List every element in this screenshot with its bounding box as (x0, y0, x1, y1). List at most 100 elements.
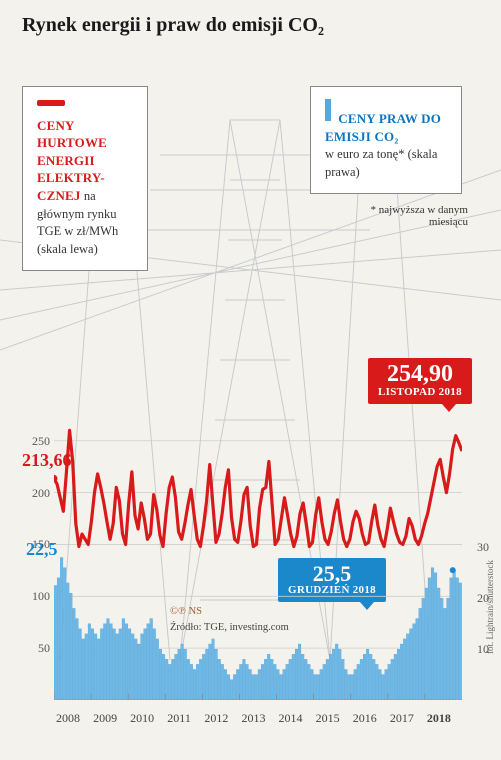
price-line (54, 430, 462, 546)
bar (165, 659, 168, 700)
bar (292, 654, 295, 700)
bar (329, 654, 332, 700)
bar (354, 669, 357, 700)
ytick-left: 100 (22, 589, 50, 604)
bar (270, 659, 273, 700)
ytick-left: 150 (22, 537, 50, 552)
bar (295, 649, 298, 700)
bar (434, 573, 437, 700)
bar (280, 675, 283, 700)
bar (267, 654, 270, 700)
bar (301, 654, 304, 700)
callout-peak-energy: 254,90 LISTOPAD 2018 (368, 358, 472, 404)
bar (447, 598, 450, 700)
bar (246, 664, 249, 700)
bar (332, 649, 335, 700)
bar (153, 629, 156, 700)
bar (252, 675, 255, 700)
ytick-left: 250 (22, 434, 50, 449)
bar (150, 619, 153, 700)
bar (233, 675, 236, 700)
bar (181, 644, 184, 700)
bar (335, 644, 338, 700)
bar (156, 639, 159, 700)
bar (379, 669, 382, 700)
bar (63, 568, 66, 700)
bar (73, 608, 76, 700)
bar (91, 629, 94, 700)
bar (453, 570, 456, 700)
bar (440, 598, 443, 700)
bar (255, 675, 258, 700)
bar (416, 619, 419, 700)
bar (397, 649, 400, 700)
bar (116, 634, 119, 700)
ytick-right: 30 (477, 540, 489, 555)
swatch-bar-blue (325, 99, 331, 121)
bar (400, 644, 403, 700)
bar (97, 639, 100, 700)
bar (227, 675, 230, 700)
legend-right-desc: w euro za tonę* (skala prawa) (325, 147, 437, 179)
bar (103, 624, 106, 700)
ytick-left: 200 (22, 486, 50, 501)
bar (419, 608, 422, 700)
bar (60, 557, 63, 700)
xtick-year: 2011 (167, 711, 191, 726)
bar (69, 593, 72, 700)
bar (289, 659, 292, 700)
bar (218, 659, 221, 700)
bar (113, 629, 116, 700)
bar (85, 634, 88, 700)
bar (431, 568, 434, 700)
bar (171, 659, 174, 700)
source-line: Źródło: TGE, investing.com (170, 622, 289, 633)
swatch-line-red (37, 100, 65, 106)
bar (110, 624, 113, 700)
bar (82, 639, 85, 700)
bar (94, 634, 97, 700)
bar (443, 608, 446, 700)
bar (391, 659, 394, 700)
xtick-year: 2013 (241, 711, 265, 726)
bar (193, 669, 196, 700)
bar (375, 664, 378, 700)
bar (341, 659, 344, 700)
bar (125, 624, 128, 700)
bar (314, 675, 317, 700)
legend-co2-price: CENY PRAW DO EMISJI CO₂ w euro za tonę* … (310, 86, 462, 194)
bar (221, 664, 224, 700)
bar (202, 654, 205, 700)
bar (304, 659, 307, 700)
bar (326, 659, 329, 700)
bar (338, 649, 341, 700)
bar (406, 634, 409, 700)
legend-left-bold: CENY HURTOWE ENERGII ELEKTRY-CZNEJ (37, 118, 107, 203)
bar (187, 659, 190, 700)
xtick-year: 2009 (93, 711, 117, 726)
photo-credit: fot. Lightrain/shutterstock (485, 560, 495, 654)
bar (249, 669, 252, 700)
chart-plot (54, 420, 462, 700)
bar (360, 659, 363, 700)
bar (369, 654, 372, 700)
bar (199, 659, 202, 700)
bar (57, 578, 60, 700)
bar (273, 664, 276, 700)
bar (243, 659, 246, 700)
bar (277, 669, 280, 700)
bar (141, 634, 144, 700)
bar (100, 629, 103, 700)
bar (230, 680, 233, 700)
bar (107, 619, 110, 700)
bar (175, 654, 178, 700)
bar (137, 644, 140, 700)
bar (385, 669, 388, 700)
bar (212, 639, 215, 700)
callout-red-label: LISTOPAD 2018 (378, 387, 462, 399)
bar (456, 578, 459, 700)
bar (298, 644, 301, 700)
bar (348, 675, 351, 700)
bar (128, 629, 131, 700)
bar (357, 664, 360, 700)
